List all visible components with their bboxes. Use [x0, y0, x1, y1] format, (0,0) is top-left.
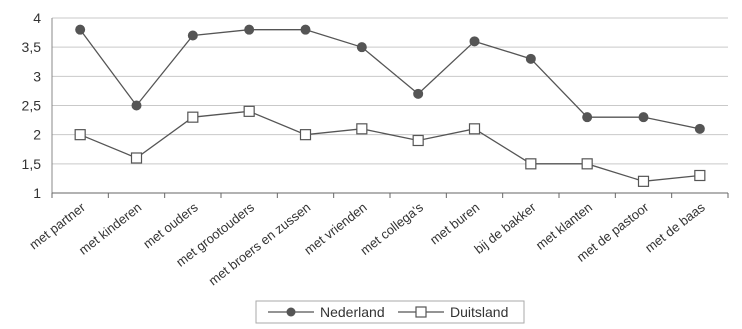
data-point-duitsland	[299, 129, 312, 141]
legend-label-duitsland: Duitsland	[450, 304, 508, 320]
y-tick-label: 3	[33, 68, 41, 84]
data-point-nederland	[638, 112, 649, 123]
data-point-nederland	[525, 53, 536, 64]
data-point-duitsland	[694, 169, 706, 182]
series-line-nederland	[79, 29, 700, 130]
y-tick-label: 1,5	[22, 156, 42, 172]
legend-box	[255, 300, 525, 324]
series-group	[74, 24, 706, 187]
data-point-nederland	[582, 112, 593, 123]
data-point-nederland	[300, 24, 311, 35]
y-tick-label: 1	[33, 185, 41, 201]
data-point-duitsland	[525, 158, 537, 170]
legend-marker-duitsland	[415, 306, 427, 318]
data-point-duitsland	[130, 152, 143, 164]
x-tick-label: met buren	[427, 200, 482, 248]
y-tick-label: 2,5	[22, 98, 42, 114]
x-tick-label: met broers en zussen	[206, 200, 314, 289]
data-point-nederland	[131, 100, 142, 111]
data-point-duitsland	[243, 105, 255, 117]
y-axis: 1 1,5 2 2,5 3 3,5 4	[22, 10, 53, 201]
legend-label-nederland: Nederland	[320, 304, 385, 320]
y-tick-label: 4	[33, 10, 41, 26]
data-point-duitsland	[187, 111, 199, 123]
data-point-nederland	[694, 123, 705, 134]
data-point-duitsland	[468, 123, 481, 135]
data-point-nederland	[187, 30, 198, 41]
data-point-nederland	[413, 88, 424, 99]
x-tick-label: bij de bakker	[471, 199, 539, 257]
legend-marker-nederland	[286, 307, 296, 317]
series-line-duitsland	[79, 110, 700, 182]
x-tick-label: met de baas	[642, 199, 708, 255]
data-point-duitsland	[412, 134, 424, 147]
data-point-duitsland	[356, 123, 368, 135]
data-point-duitsland	[581, 158, 593, 170]
x-tick-label: met kinderen	[76, 200, 144, 258]
data-point-nederland	[356, 42, 367, 53]
gridlines	[52, 17, 728, 194]
data-point-nederland	[469, 36, 480, 47]
y-tick-label: 3,5	[22, 39, 42, 55]
y-tick-label: 2	[33, 127, 41, 143]
data-point-nederland	[75, 24, 86, 35]
data-point-duitsland	[637, 175, 650, 187]
data-point-duitsland	[74, 129, 86, 141]
data-point-nederland	[244, 24, 255, 35]
x-tick-label: met collega's	[357, 199, 426, 258]
legend: Nederland Duitsland	[255, 300, 525, 324]
